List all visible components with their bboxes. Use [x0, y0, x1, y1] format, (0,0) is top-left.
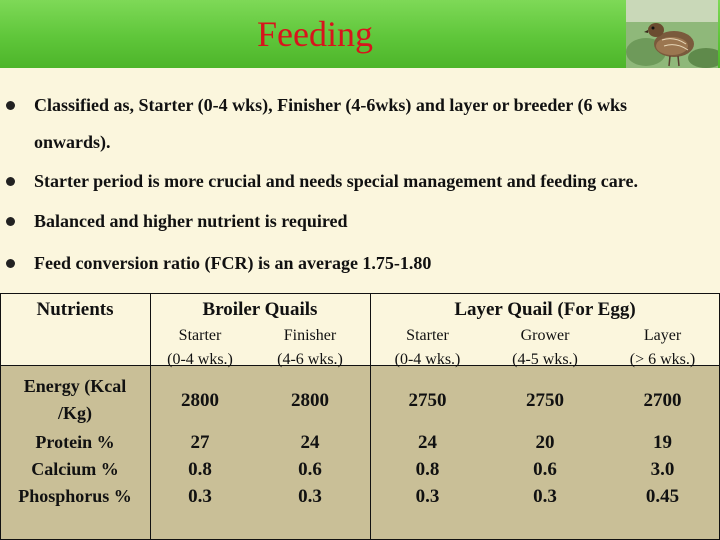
nutrient-row-labels: Protein % Calcium % Phosphorus % [18, 432, 132, 506]
slide-title: Feeding [257, 14, 373, 54]
layer-starter-values: 24 0.8 0.3 [415, 432, 440, 507]
bullet-item-1: Classified as, Starter (0-4 wks), Finish… [0, 87, 720, 159]
table-border-left [0, 293, 1, 540]
bullet-text: Starter period is more crucial and needs… [34, 171, 638, 191]
column-header-layer-grower: Grower (4-5 wks.) [512, 327, 578, 368]
energy-value: 2800 [291, 390, 329, 411]
title-band [0, 0, 720, 68]
bullet-text: Classified as, Starter (0-4 wks), Finish… [34, 95, 627, 115]
bullet-item-2: Starter period is more crucial and needs… [0, 163, 720, 199]
bullet-item-4: Feed conversion ratio (FCR) is an averag… [0, 245, 720, 281]
energy-row-label: Energy (Kcal/Kg) [23, 376, 127, 423]
nutrients-header: Nutrients [36, 299, 114, 320]
table-body [0, 365, 720, 540]
energy-value: 2700 [643, 390, 682, 411]
quail-image [626, 0, 718, 68]
layer-layer-values: 19 3.0 0.45 [645, 432, 680, 507]
bullet-item-3: Balanced and higher nutrient is required [0, 203, 720, 239]
table-group-divider [370, 293, 371, 540]
broiler-finisher-values: 24 0.6 0.3 [298, 432, 322, 507]
column-header-layer-layer: Layer (> 6 wks.) [629, 327, 696, 368]
table-border-top [0, 293, 720, 294]
bullet-icon [6, 259, 15, 268]
layer-grower-values: 20 0.6 0.3 [533, 432, 557, 507]
bullet-text: Balanced and higher nutrient is required [34, 211, 348, 231]
nutrient-table: Nutrients Broiler Quails Layer Quail (Fo… [0, 293, 720, 540]
column-header-broiler-finisher: Finisher (4-6 wks.) [277, 327, 343, 368]
column-header-layer-starter: Starter (0-4 wks.) [394, 327, 461, 368]
broiler-quails-header: Broiler Quails [202, 299, 318, 320]
column-header-broiler-starter: Starter (0-4 wks.) [167, 327, 233, 368]
bullet-icon [6, 177, 15, 186]
table-column-divider [150, 293, 151, 540]
bullet-text-continued: onwards). [34, 132, 111, 152]
bullet-text: Feed conversion ratio (FCR) is an averag… [34, 253, 432, 273]
table-header-divider [0, 365, 720, 366]
bullet-icon [6, 217, 15, 226]
layer-quail-header: Layer Quail (For Egg) [454, 299, 636, 320]
table-header [0, 293, 720, 365]
energy-value: 2750 [408, 390, 447, 411]
energy-value: 2750 [526, 390, 564, 411]
bullet-icon [6, 101, 15, 110]
energy-value: 2800 [181, 390, 219, 411]
broiler-starter-values: 27 0.8 0.3 [188, 432, 212, 507]
